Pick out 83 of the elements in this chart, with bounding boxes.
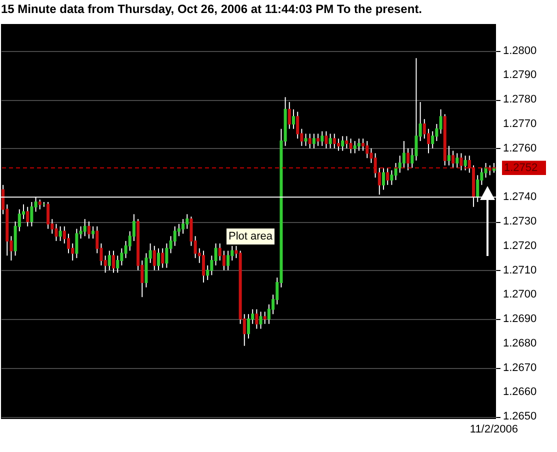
y-tick-label: 1.2690 bbox=[503, 313, 537, 326]
candlestick bbox=[255, 308, 258, 330]
candlestick bbox=[345, 136, 348, 149]
annotation: Plot area bbox=[228, 230, 274, 242]
candlestick bbox=[222, 250, 226, 271]
candlestick bbox=[468, 155, 471, 174]
candlestick bbox=[386, 167, 390, 186]
candlestick bbox=[464, 155, 467, 171]
y-tick-label: 1.2770 bbox=[503, 118, 537, 130]
candlestick bbox=[324, 130, 328, 149]
candlestick bbox=[87, 221, 90, 240]
candlestick bbox=[460, 152, 463, 171]
candlestick bbox=[226, 250, 230, 271]
candlestick bbox=[447, 145, 450, 166]
x-tick-label: 11/2/2006 bbox=[470, 424, 518, 436]
candlestick bbox=[366, 140, 369, 159]
candlestick bbox=[186, 214, 189, 230]
y-tick-label: 1.2730 bbox=[503, 216, 537, 228]
ref-line-label: 1.2752 bbox=[504, 162, 538, 174]
candlestick bbox=[308, 133, 312, 149]
chart-title: 15 Minute data from Thursday, Oct 26, 2006 at 11:44:03 PM To the present. bbox=[1, 2, 422, 16]
candlestick bbox=[108, 250, 111, 271]
candlestick bbox=[259, 311, 262, 330]
y-tick-label: 1.2760 bbox=[503, 142, 537, 154]
candlestick bbox=[46, 201, 50, 230]
candlestick bbox=[320, 130, 324, 146]
candlestick bbox=[398, 155, 402, 174]
y-tick-label: 1.2780 bbox=[503, 94, 537, 106]
candlestick bbox=[112, 250, 115, 274]
candlestick bbox=[152, 245, 156, 271]
candlestick bbox=[304, 133, 308, 146]
y-tick-label: 1.2700 bbox=[503, 288, 537, 301]
candlestick bbox=[292, 108, 295, 130]
candlestick bbox=[349, 138, 352, 154]
candlestick bbox=[173, 226, 176, 246]
candlestick bbox=[390, 170, 394, 186]
y-tick-label: 1.2790 bbox=[503, 69, 537, 82]
candlestick bbox=[488, 164, 492, 176]
candlestick bbox=[202, 250, 205, 283]
candlestick bbox=[414, 58, 418, 162]
candlestick bbox=[328, 133, 332, 149]
candlestick bbox=[54, 223, 58, 242]
candlestick bbox=[332, 133, 336, 149]
candlestick bbox=[312, 133, 316, 149]
candlestick bbox=[26, 206, 30, 227]
candlestick bbox=[337, 138, 340, 152]
y-tick-label: 1.2680 bbox=[503, 337, 537, 350]
candlestick bbox=[157, 248, 160, 271]
candlestick bbox=[406, 148, 410, 171]
candlestick bbox=[263, 311, 266, 324]
y-tick-label: 1.2660 bbox=[503, 386, 537, 398]
candlestick bbox=[182, 218, 185, 234]
candlestick bbox=[83, 218, 86, 237]
candlestick bbox=[402, 140, 406, 168]
y-tick-label: 1.2740 bbox=[503, 191, 537, 204]
candlestick bbox=[75, 228, 78, 259]
candlestick bbox=[161, 248, 164, 268]
candlestick bbox=[382, 167, 385, 190]
y-tick-label: 1.2710 bbox=[503, 264, 537, 276]
candlestick bbox=[92, 226, 95, 240]
candlestick bbox=[353, 140, 356, 154]
candlestick bbox=[247, 314, 250, 340]
candlestick bbox=[116, 255, 120, 274]
candlestick bbox=[38, 199, 42, 210]
candlestick bbox=[288, 102, 291, 130]
candlestick bbox=[456, 152, 459, 168]
candlestick bbox=[165, 242, 168, 268]
candlestick bbox=[341, 136, 344, 152]
candlestick bbox=[452, 150, 455, 168]
candlestick bbox=[120, 248, 124, 266]
candlestick bbox=[296, 111, 300, 140]
candlestick bbox=[431, 130, 434, 149]
candlestick bbox=[316, 133, 320, 146]
candlestick bbox=[357, 138, 360, 152]
candlestick bbox=[439, 108, 442, 134]
candlestick bbox=[67, 233, 70, 254]
candlestick bbox=[30, 201, 34, 227]
y-tick-label: 1.2650 bbox=[503, 410, 537, 423]
y-tick-label: 1.2670 bbox=[503, 362, 537, 374]
candlestick bbox=[58, 226, 62, 242]
y-tick-label: 1.2800 bbox=[503, 44, 537, 57]
candlestick bbox=[362, 138, 365, 152]
y-tick-label: 1.2720 bbox=[503, 240, 537, 252]
